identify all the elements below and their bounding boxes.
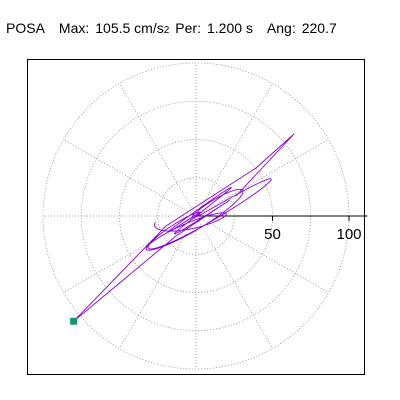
plot-frame xyxy=(27,59,365,375)
max-label: Max: xyxy=(58,20,90,36)
component-label: POSA xyxy=(6,20,45,36)
radial-tick-label: 50 xyxy=(264,226,281,243)
radial-tick-label: 100 xyxy=(336,226,361,243)
angle-label: Ang: xyxy=(266,20,296,36)
acceleration-trace xyxy=(73,133,295,322)
max-marker xyxy=(70,317,78,325)
grid-spoke xyxy=(195,215,329,293)
period-label: Per: xyxy=(175,20,201,36)
period-value: 1.200 s xyxy=(206,20,253,36)
chart-header: POSA Max: 105.5 cm/s 2 Per: 1.200 s Ang:… xyxy=(6,20,337,38)
max-value: 105.5 cm/s xyxy=(95,20,164,36)
grid-spoke xyxy=(195,215,273,349)
grid-spoke xyxy=(119,83,197,217)
grid-spoke xyxy=(195,139,329,217)
max-unit-exponent: 2 xyxy=(163,25,170,36)
angle-value: 220.7 xyxy=(301,20,337,36)
